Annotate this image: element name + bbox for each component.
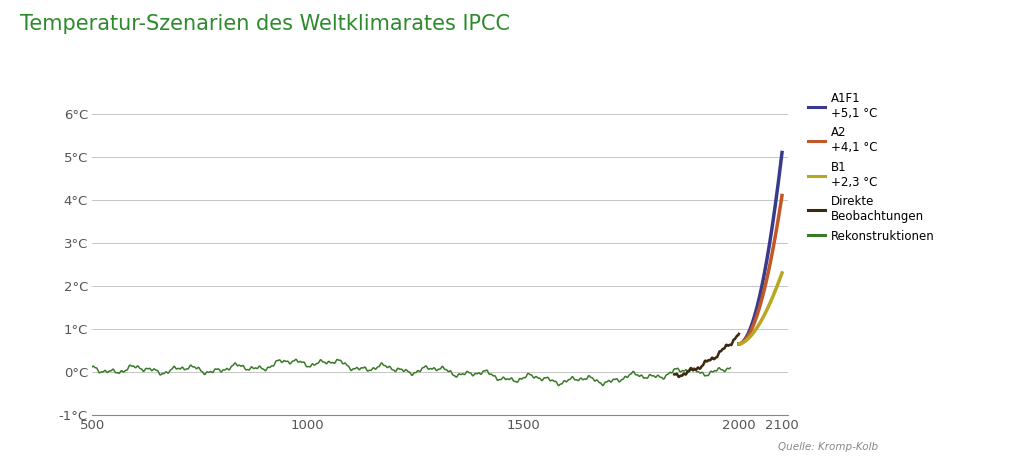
Text: Quelle: Kromp-Kolb: Quelle: Kromp-Kolb: [778, 442, 879, 452]
Text: Temperatur-Szenarien des Weltklimarates IPCC: Temperatur-Szenarien des Weltklimarates …: [20, 14, 511, 34]
Legend: A1F1
+5,1 °C, A2
+4,1 °C, B1
+2,3 °C, Direkte
Beobachtungen, Rekonstruktionen: A1F1 +5,1 °C, A2 +4,1 °C, B1 +2,3 °C, Di…: [808, 92, 935, 242]
